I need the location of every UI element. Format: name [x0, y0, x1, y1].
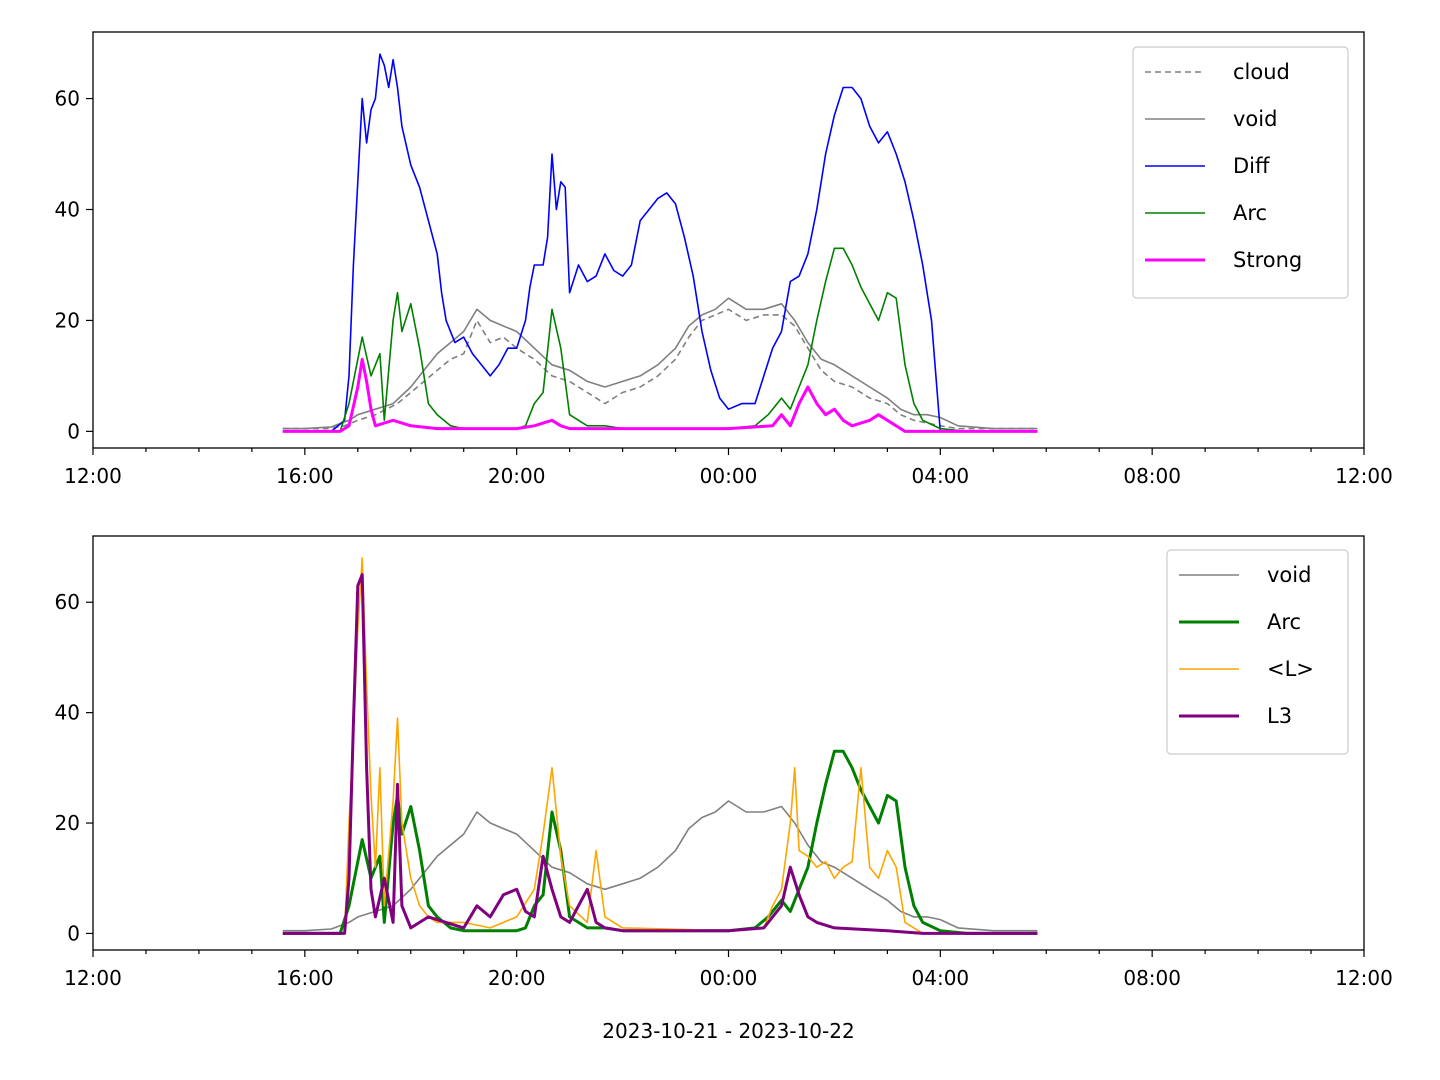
x-tick-label: 16:00: [276, 464, 334, 488]
y-tick-label: 40: [55, 197, 80, 221]
x-tick-label: 04:00: [912, 966, 970, 990]
legend-label: void: [1267, 563, 1311, 587]
legend-label: Arc: [1267, 610, 1301, 634]
plot-area: [282, 557, 1038, 935]
legend-label: L3: [1267, 704, 1292, 728]
top-panel: 12:00 16:00 20:00 00:00 04:00 08:00 12:00 0 20 40…: [55, 31, 1393, 488]
x-tick-label: 20:00: [488, 464, 546, 488]
series-line-L-2: [282, 557, 1038, 935]
legend: void Arc <L> L3: [1166, 549, 1349, 755]
series-line-Strong-4: [282, 357, 1038, 433]
legend-box: [1132, 46, 1349, 299]
x-tick-label: 20:00: [488, 966, 546, 990]
y-tick-label: 20: [55, 811, 80, 835]
y-tick-label: 0: [67, 419, 80, 443]
x-tick-label: 12:00: [64, 464, 122, 488]
y-tick-label: 40: [55, 701, 80, 725]
x-tick-label: 16:00: [276, 966, 334, 990]
series-line-Diff-2: [282, 53, 1038, 433]
legend-label: void: [1233, 107, 1277, 131]
x-tick-label: 12:00: [64, 966, 122, 990]
legend-label: Diff: [1233, 154, 1270, 178]
x-tick-label: 08:00: [1123, 464, 1181, 488]
x-tick-label: 08:00: [1123, 966, 1181, 990]
y-tick-label: 60: [55, 87, 80, 111]
y-tick-label: 60: [55, 590, 80, 614]
x-tick-label: 00:00: [700, 966, 758, 990]
bottom-panel: 12:00 16:00 20:00 00:00 04:00 08:00 12:00 0 20 40…: [55, 535, 1393, 1043]
plot-area: [282, 53, 1038, 433]
series-line-void-1: [282, 297, 1038, 430]
legend-label: cloud: [1233, 60, 1290, 84]
legend-box: [1166, 549, 1349, 755]
series-line-Arc-3: [282, 247, 1038, 433]
x-tick-label: 12:00: [1335, 966, 1393, 990]
x-tick-label: 00:00: [700, 464, 758, 488]
legend-label: <L>: [1267, 657, 1314, 681]
series-line-void-0: [282, 800, 1038, 932]
x-tick-label: 12:00: [1335, 464, 1393, 488]
legend: cloud void Diff Arc Strong: [1132, 46, 1349, 299]
x-axis-label: 2023-10-21 - 2023-10-22: [602, 1019, 854, 1043]
series-line-Arc-1: [282, 749, 1038, 935]
legend-label: Strong: [1233, 248, 1302, 272]
y-tick-label: 20: [55, 308, 80, 332]
series-line-L3-3: [282, 573, 1038, 935]
y-tick-label: 0: [67, 921, 80, 945]
series-line-cloud-0: [282, 308, 1038, 430]
x-tick-label: 04:00: [912, 464, 970, 488]
legend-label: Arc: [1233, 201, 1267, 225]
